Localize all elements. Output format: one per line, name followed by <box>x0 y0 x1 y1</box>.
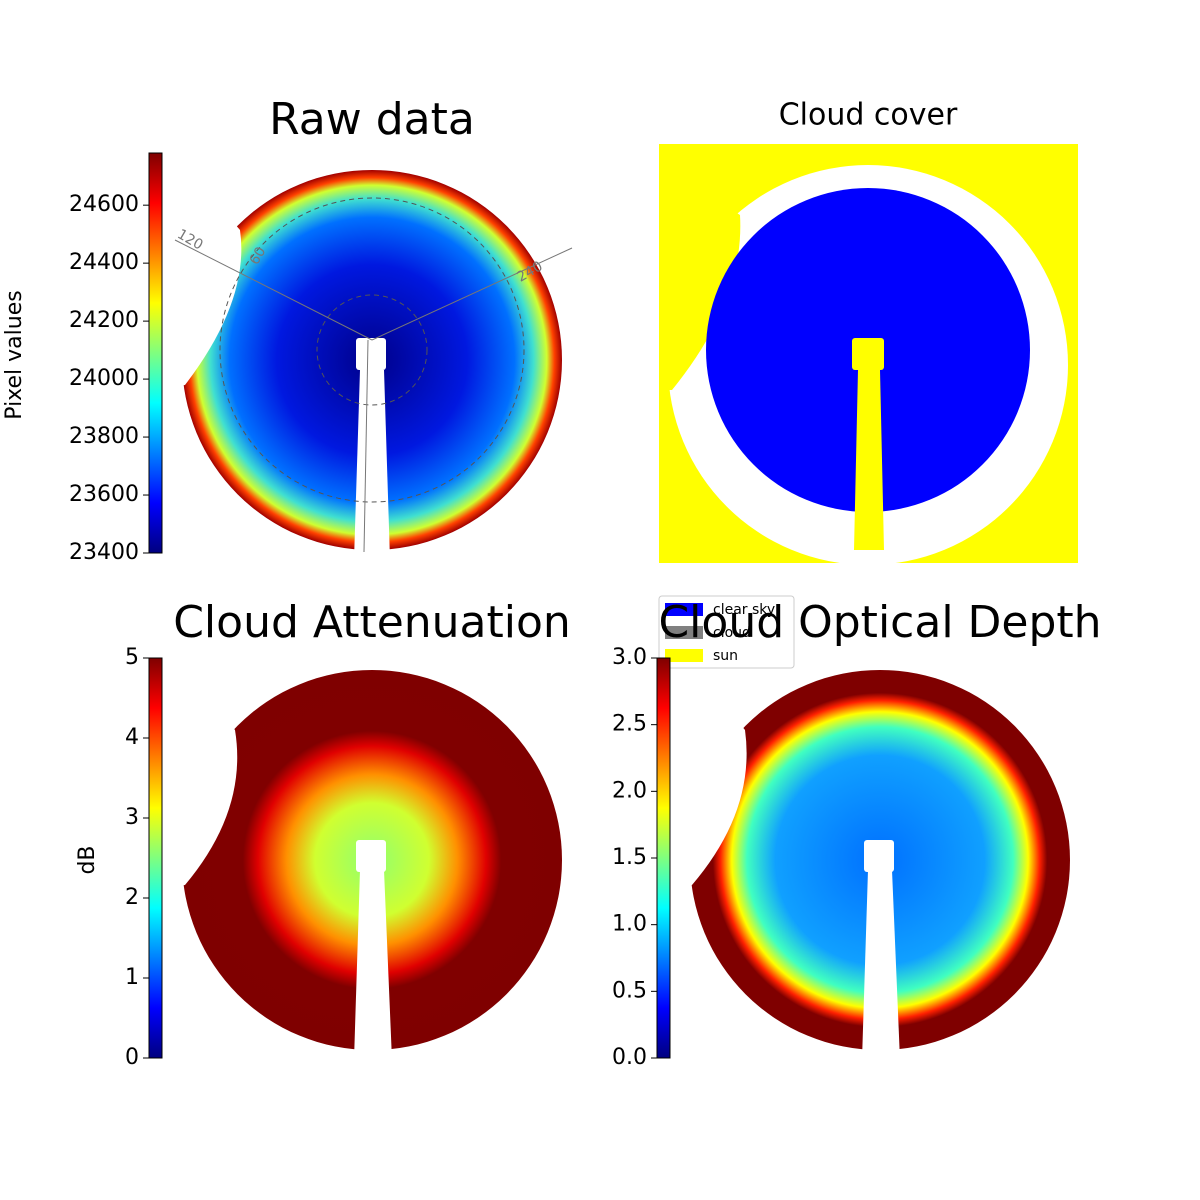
cloud-cover-image <box>659 144 1078 565</box>
colorbar-tick-label: 5 <box>125 645 139 670</box>
colorbar-tick-label: 24600 <box>69 192 139 217</box>
legend-swatch <box>665 626 703 639</box>
colorbar-tick-label: 2.5 <box>612 712 647 737</box>
legend-swatch <box>665 603 703 616</box>
contour-label: 60 <box>247 244 270 267</box>
colorbar-tick-label: 23800 <box>69 424 139 449</box>
colorbar <box>148 657 163 1059</box>
raw-image <box>150 160 573 560</box>
colorbar-tick-label: 23600 <box>69 482 139 507</box>
colorbar-tick-label: 4 <box>125 725 139 750</box>
colorbar-tick-label: 24000 <box>69 366 139 391</box>
optical-depth-image <box>680 660 1070 1060</box>
colorbar-tick-label: 2 <box>125 885 139 910</box>
colorbar-tick-label: 24200 <box>69 308 139 333</box>
panel-title: Cloud Attenuation <box>173 597 571 648</box>
legend-label: cloud <box>713 625 751 641</box>
colorbar-tick-label: 0.0 <box>612 1045 647 1070</box>
panel-title: Raw data <box>269 94 475 145</box>
colorbar-tick-label: 24400 <box>69 250 139 275</box>
colorbar-tick-label: 2.0 <box>612 778 647 803</box>
colorbar <box>656 657 671 1059</box>
colorbar-tick-label: 0.5 <box>612 978 647 1003</box>
colorbar-tick-label: 1.5 <box>612 845 647 870</box>
attenuation-image <box>150 660 562 1060</box>
colorbar-tick-label: 3.0 <box>612 645 647 670</box>
colorbar <box>148 152 163 554</box>
colorbar-tick-label: 1.0 <box>612 912 647 937</box>
colorbar-tick-label: 23400 <box>69 540 139 565</box>
colorbar-tick-label: 1 <box>125 965 139 990</box>
colorbar-label: dB <box>75 845 100 874</box>
legend-swatch <box>665 649 703 662</box>
legend-label: sun <box>713 648 738 664</box>
panel-title: Cloud Optical Depth <box>658 597 1101 648</box>
legend-label: clear sky <box>713 602 775 618</box>
colorbar-tick-label: 3 <box>125 805 139 830</box>
panel-title: Cloud cover <box>779 98 958 133</box>
colorbar-tick-label: 0 <box>125 1045 139 1070</box>
colorbar-label: Pixel values <box>2 290 27 419</box>
